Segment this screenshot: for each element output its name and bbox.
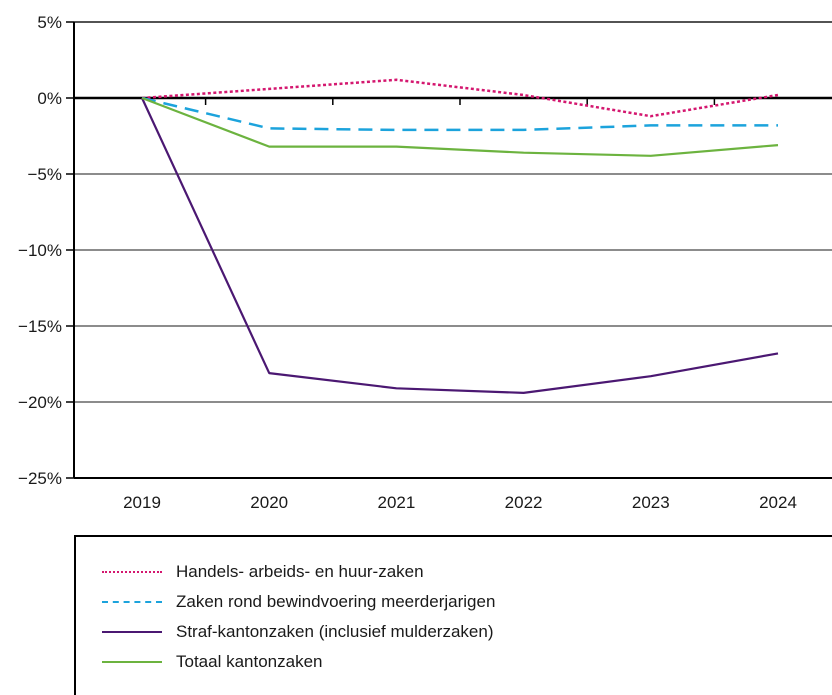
y-tick-label: 5% bbox=[37, 13, 62, 32]
x-tick-label: 2019 bbox=[123, 493, 161, 512]
legend-label: Straf-kantonzaken (inclusief mulderzaken… bbox=[176, 622, 494, 641]
y-tick-label: 0% bbox=[37, 89, 62, 108]
y-tick-label: −20% bbox=[18, 393, 62, 412]
legend-item: Handels- arbeids- en huur-zaken bbox=[102, 560, 424, 584]
y-tick-label: −5% bbox=[28, 165, 63, 184]
series-line-1 bbox=[141, 78, 779, 118]
legend: Handels- arbeids- en huur-zaken Zaken ron… bbox=[74, 535, 832, 695]
legend-label: Totaal kantonzaken bbox=[176, 652, 323, 671]
series-line-4 bbox=[141, 96, 779, 157]
y-tick-label: −15% bbox=[18, 317, 62, 336]
x-tick-label: 2021 bbox=[377, 493, 415, 512]
legend-item: Zaken rond bewindvoering meerderjarigen bbox=[102, 590, 495, 614]
x-tick-label: 2024 bbox=[759, 493, 797, 512]
legend-swatch bbox=[102, 601, 162, 603]
legend-label: Handels- arbeids- en huur-zaken bbox=[176, 562, 424, 581]
series-line-2 bbox=[141, 96, 778, 132]
legend-label: Zaken rond bewindvoering meerderjarigen bbox=[176, 592, 496, 611]
x-tick-label: 2023 bbox=[632, 493, 670, 512]
legend-swatch bbox=[102, 571, 162, 573]
series-line-3 bbox=[141, 97, 779, 394]
y-tick-label: −25% bbox=[18, 469, 62, 488]
x-tick-label: 2022 bbox=[505, 493, 543, 512]
legend-swatch bbox=[102, 631, 162, 633]
legend-item: Straf-kantonzaken (inclusief mulderzaken… bbox=[102, 620, 493, 644]
y-tick-label: −10% bbox=[18, 241, 62, 260]
legend-swatch bbox=[102, 661, 162, 663]
x-tick-label: 2020 bbox=[250, 493, 288, 512]
legend-item: Totaal kantonzaken bbox=[102, 650, 323, 674]
